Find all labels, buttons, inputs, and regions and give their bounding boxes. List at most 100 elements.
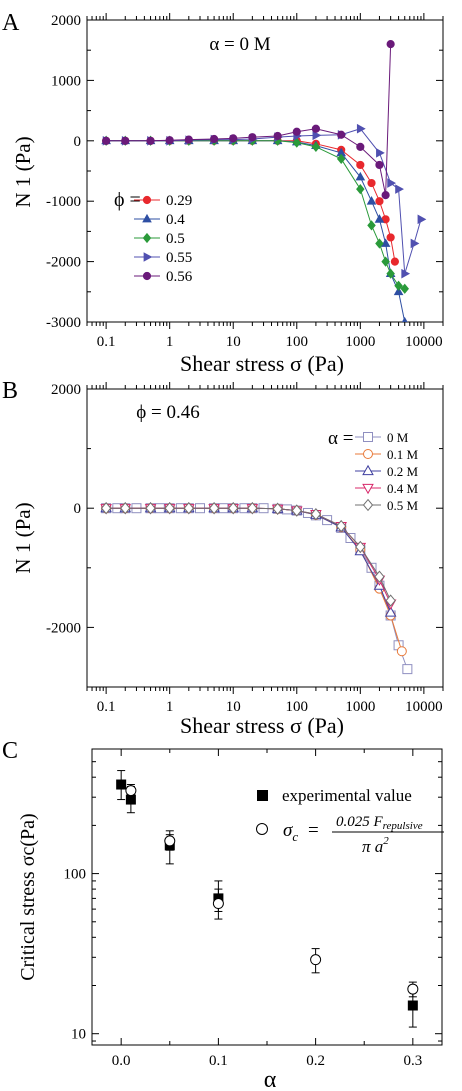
panel-b-plot-area [100, 502, 413, 675]
data-point [376, 148, 385, 158]
x-tick-label: 0.1 [97, 699, 116, 715]
data-point [356, 123, 366, 134]
formula-denominator-sup: 2 [383, 835, 389, 847]
legend-item-0-29: 0.29 [134, 193, 192, 209]
series-formula [125, 784, 419, 998]
b-series-0-M [101, 503, 413, 675]
data-point [375, 238, 384, 249]
formula-numerator: 0.025 F [336, 814, 384, 830]
y-tick-label: -2000 [46, 255, 81, 271]
panel-a-x-axis-label: Shear stress σ (Pa) [180, 351, 344, 376]
data-point [407, 1000, 418, 1011]
data-point [401, 268, 411, 279]
data-point [407, 983, 419, 995]
panel-c-legend: experimental value σc = 0.025 Frepulsive… [256, 786, 444, 856]
y-tick-label: 0 [74, 501, 82, 517]
data-point [385, 594, 396, 607]
data-point [380, 238, 391, 247]
a-series-0-56 [102, 40, 395, 200]
x-tick-label: 1000 [345, 334, 375, 350]
data-point [291, 504, 302, 517]
x-tick-label: 1 [166, 699, 174, 715]
data-point [183, 502, 194, 515]
data-point [355, 540, 366, 554]
legend-label: 0.4 [166, 212, 185, 228]
legend-label: 0.5 M [387, 498, 419, 513]
legend-marker [362, 464, 374, 476]
formula-lhs: σ [283, 820, 293, 841]
data-point [116, 779, 127, 790]
y-tick-label: 2000 [51, 13, 81, 29]
data-point [311, 124, 321, 133]
b-series-0-5-M [100, 502, 396, 607]
data-point [184, 135, 193, 144]
y-tick-label: 100 [64, 867, 87, 883]
legend-marker [142, 271, 152, 281]
data-point [402, 664, 413, 675]
legend-label-experimental: experimental value [282, 786, 412, 805]
data-point [102, 136, 111, 145]
panel-a-label: A [2, 10, 20, 36]
x-tick-label: 10000 [405, 334, 443, 350]
b-series-0-4-M-line [106, 507, 392, 604]
data-point [390, 257, 399, 266]
data-point [145, 502, 156, 515]
b-series-0-1-M [101, 503, 407, 657]
legend-item-0-55: 0.55 [134, 250, 192, 266]
data-point [394, 280, 403, 291]
legend-marker-experimental [257, 790, 268, 801]
x-tick-label: 0.0 [112, 1053, 131, 1069]
data-point [387, 178, 396, 188]
panel-b-x-ticks: 0.1 1 10 100 1000 10000 [86, 382, 444, 715]
legend-item-0-2-M: 0.2 M [355, 464, 419, 479]
panel-c-x-axis-label: α [264, 1067, 277, 1091]
data-point [401, 316, 408, 322]
data-point [374, 570, 385, 583]
data-point [228, 502, 239, 515]
data-point [165, 136, 174, 145]
legend-item-0-M: 0 M [355, 430, 409, 445]
legend-marker [142, 195, 152, 205]
legend-marker [363, 432, 373, 442]
data-point [272, 502, 283, 515]
legend-marker [362, 483, 374, 495]
formula-eq: = [308, 820, 319, 841]
data-point [356, 184, 365, 195]
data-point [164, 502, 175, 515]
x-tick-label: 100 [286, 334, 309, 350]
legend-item-0-4-M: 0.4 M [355, 481, 419, 496]
panel-b: B 2000 0 -2000 0.1 1 10 100 1000 10000 ϕ = 0.46… [2, 378, 444, 738]
panel-b-x-axis-label: Shear stress σ (Pa) [180, 713, 344, 738]
legend-item-0-5: 0.5 [134, 231, 185, 247]
legend-marker [142, 213, 152, 223]
y-tick-label: -1000 [46, 194, 81, 210]
data-point [310, 954, 322, 966]
panel-b-legend: α = 0 M 0.1 M 0.2 M 0.4 M 0.5 M [328, 428, 419, 513]
panel-c-y-axis-label: Critical stress σc(Pa) [17, 813, 39, 980]
b-series-0-M-line [106, 507, 408, 670]
series-experimental [116, 770, 418, 1028]
panel-c: C 100 10 0.0 0.1 0.2 0.3 experimental value … [2, 738, 444, 1091]
legend-marker [362, 498, 374, 512]
panel-a-legend-title: ϕ = [114, 189, 141, 211]
legend-item-0-4: 0.4 [134, 212, 185, 228]
legend-item-0-56: 0.56 [134, 269, 193, 285]
data-point [355, 171, 366, 181]
svg-text:0.025 Frepulsive: 0.025 Frepulsive [336, 814, 423, 832]
x-tick-label: 0.1 [209, 1053, 228, 1069]
legend-label: 0.5 [166, 231, 185, 247]
data-point [381, 256, 390, 267]
panel-b-label: B [2, 378, 18, 404]
data-point [400, 283, 409, 294]
data-point [393, 286, 404, 296]
panel-c-y-ticks: 100 10 [64, 748, 442, 1043]
data-point [336, 153, 346, 165]
data-point [356, 142, 365, 151]
data-point [375, 197, 384, 206]
data-point [121, 136, 130, 145]
x-tick-label: 0.1 [97, 334, 116, 350]
formula: σc = 0.025 Frepulsive π a2 [283, 814, 444, 856]
data-point [386, 268, 395, 279]
a-series-group [101, 40, 427, 322]
